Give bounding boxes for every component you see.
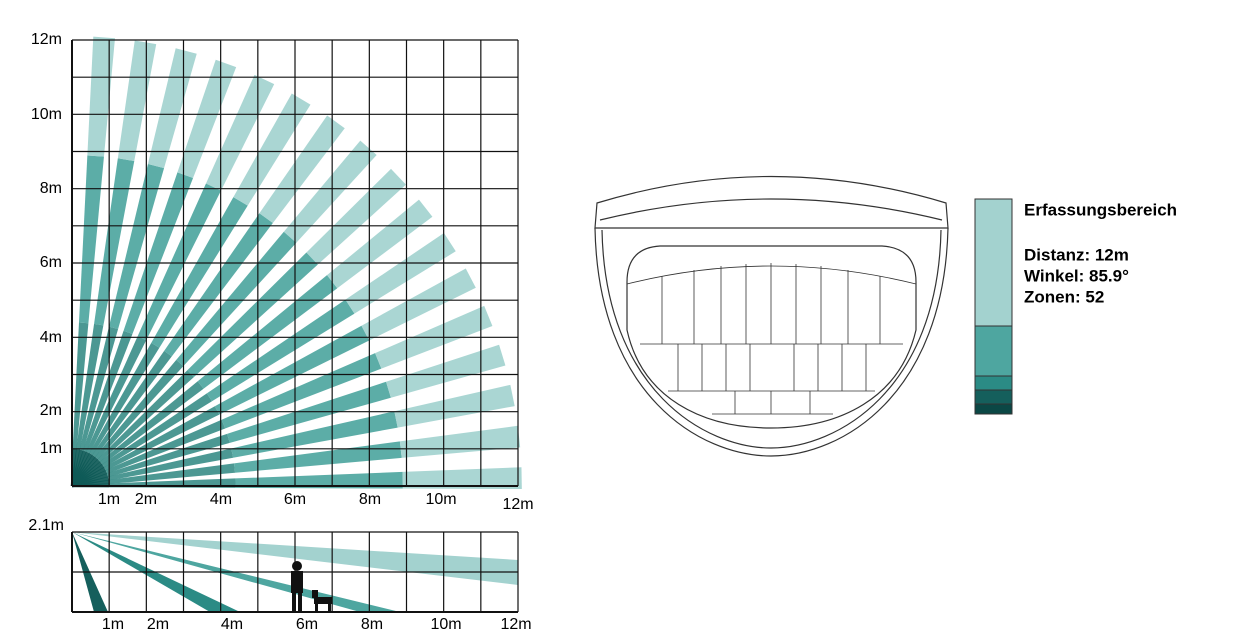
- x-label: 8m: [359, 491, 381, 508]
- beam-segment: [394, 384, 515, 428]
- beam-segment: [306, 168, 406, 265]
- beam-segment: [87, 36, 116, 157]
- beam-segment: [206, 299, 355, 402]
- beam-segment: [205, 74, 275, 191]
- x-label: 6m: [284, 491, 306, 508]
- y-label: 1m: [40, 440, 62, 457]
- beam-segment: [151, 197, 248, 348]
- legend-line: Winkel: 85.9°: [1024, 266, 1129, 285]
- y-label: 12m: [31, 31, 62, 48]
- beam-segment: [214, 325, 370, 415]
- beam-segment: [177, 59, 237, 179]
- person-dog-icon: [291, 561, 332, 612]
- beam-segment: [231, 411, 398, 458]
- beam-segment: [259, 115, 345, 224]
- beam-segment: [123, 172, 194, 334]
- beam-segment: [108, 448, 234, 481]
- beam-segment: [78, 155, 104, 324]
- grid: [71, 39, 519, 613]
- beam-segment: [76, 323, 104, 450]
- beam-segment: [94, 359, 184, 460]
- beam-segment: [227, 381, 391, 443]
- beam-segment: [221, 353, 382, 429]
- x-label: 2m: [147, 616, 169, 633]
- x-label: 4m: [210, 491, 232, 508]
- beam-segment: [104, 406, 220, 471]
- beam-segment: [72, 322, 89, 450]
- beam-segment: [283, 140, 377, 243]
- x-label: 10m: [425, 491, 456, 508]
- legend-line: Zonen: 52: [1024, 287, 1104, 306]
- beam-segment: [345, 232, 456, 314]
- beam-segment: [92, 350, 172, 458]
- x-label: 8m: [361, 616, 383, 633]
- x-label: 1m: [98, 491, 120, 508]
- y-label: 8m: [40, 180, 62, 197]
- x-label: 12m: [502, 496, 533, 513]
- x-label: 4m: [221, 616, 243, 633]
- beam-segment: [147, 48, 197, 169]
- x-label: 1m: [102, 616, 124, 633]
- beam-segment: [94, 158, 135, 326]
- x-label: 6m: [296, 616, 318, 633]
- beam-segment: [235, 471, 403, 489]
- legend-line: Distanz: 12m: [1024, 245, 1129, 264]
- beam-segment: [386, 344, 506, 398]
- x-label: 10m: [430, 616, 461, 633]
- legend-swatch: [974, 198, 1013, 415]
- beam-segment: [233, 93, 311, 206]
- beam-segment: [399, 425, 521, 458]
- beam-segment: [105, 419, 226, 474]
- height-label: 2.1m: [28, 517, 64, 534]
- beam-segment: [164, 213, 273, 357]
- beam-segment: [86, 336, 147, 454]
- y-label: 4m: [40, 329, 62, 346]
- x-label: 12m: [500, 616, 531, 633]
- beam-segment: [108, 463, 236, 484]
- beam-segment: [361, 268, 476, 341]
- beam-segment: [108, 163, 165, 330]
- beam-segment: [82, 330, 133, 452]
- y-label: 10m: [31, 106, 62, 123]
- beam-segment: [176, 231, 297, 367]
- beam-segment: [106, 433, 230, 478]
- sensor-dome: [594, 175, 949, 457]
- beam-segment: [117, 40, 157, 162]
- legend-title: Erfassungsbereich: [1024, 200, 1177, 219]
- beam-segment: [197, 275, 338, 389]
- beam-segment: [99, 381, 204, 465]
- beam-segment: [89, 342, 160, 456]
- beam-segment: [137, 183, 222, 341]
- beam-segment: [402, 467, 522, 490]
- y-label: 2m: [40, 402, 62, 419]
- x-label: 2m: [135, 491, 157, 508]
- beam-segment: [79, 326, 119, 451]
- y-label: 6m: [40, 254, 62, 271]
- top-view-beams: [70, 36, 522, 490]
